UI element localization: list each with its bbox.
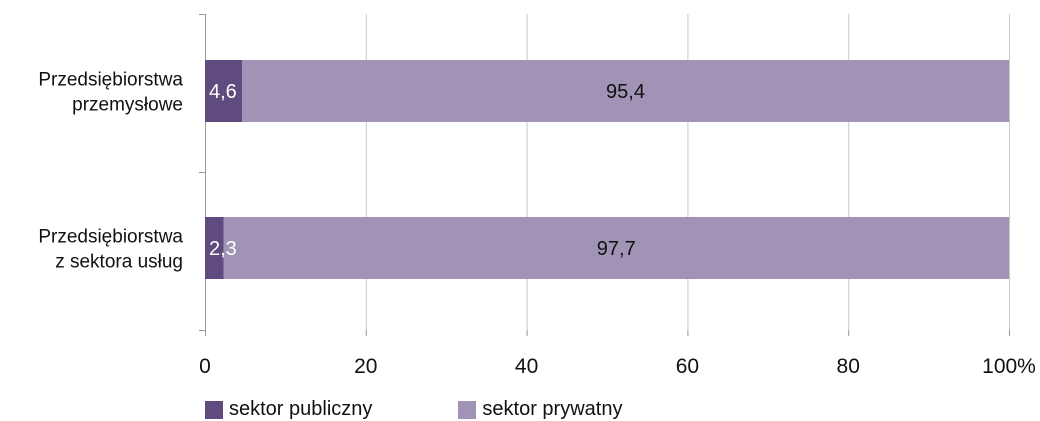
bars [205,60,1009,279]
bar-segment [205,217,224,279]
legend: sektor publiczny sektor prywatny [205,398,708,421]
labels: 0 20 40 60 80 100% Przedsiębiorstwa przemysłowe… [38,70,1036,379]
category-label: Przedsiębiorstwa [38,70,183,91]
legend-swatch-public [205,400,223,419]
legend-item-private[interactable]: sektor prywatny [458,398,622,421]
category-label: Przedsiębiorstwa [38,227,183,248]
data-label: 95,4 [606,81,645,103]
data-label: 97,7 [597,238,636,260]
legend-label-private: sektor prywatny [482,398,623,420]
x-tick-label: 20 [354,355,377,378]
legend-label-public: sektor publiczny [229,398,373,420]
x-tick-label: 80 [837,355,860,378]
x-tick-label: 60 [676,355,699,378]
bar-segment [241,60,1009,122]
x-tick-label: 100% [982,355,1036,378]
legend-item-public[interactable]: sektor publiczny [205,398,372,421]
x-tick-label: 0 [199,355,211,378]
data-label: 2,3 [209,238,237,260]
bar-segment [223,217,1009,279]
data-label: 4,6 [209,81,237,103]
legend-swatch-private [458,400,477,419]
bar-segment [205,60,242,122]
category-label: z sektora usług [55,252,183,273]
x-tick-label: 40 [515,355,538,378]
category-label: przemysłowe [72,95,183,116]
